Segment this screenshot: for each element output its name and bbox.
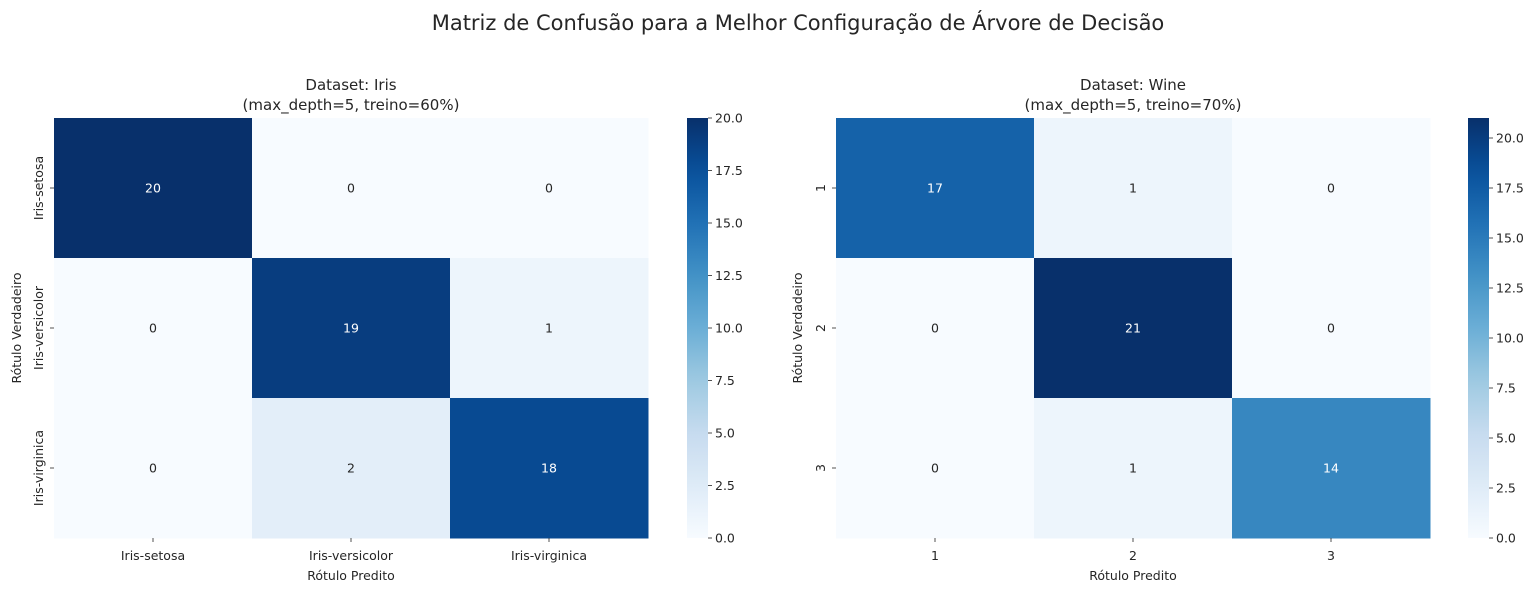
heatmap-cell — [1034, 398, 1233, 539]
colorbar-tick-label: 12.5 — [715, 268, 743, 283]
heatmap-cell — [54, 398, 253, 539]
y-tick-label: 3 — [813, 464, 828, 472]
colorbar-ticks: 0.0 2.5 5.0 7.5 10.0 12.5 15.0 17.5 20.0 — [1489, 131, 1524, 546]
colorbar-tick-label: 10.0 — [1496, 331, 1524, 346]
x-axis-label: Rótulo Predito — [1089, 568, 1177, 583]
colorbar-tick-label: 7.5 — [715, 373, 735, 388]
y-axis-label: Rótulo Verdadeiro — [9, 272, 24, 383]
heatmap-cell — [252, 258, 451, 399]
cell-value-label: 20 — [145, 181, 161, 196]
cell-value-label: 21 — [1125, 321, 1141, 336]
colorbar-tick-label: 15.0 — [715, 216, 743, 231]
chart-title-line2: (max_depth=5, treino=70%) — [1025, 96, 1242, 115]
colorbar-tick-label: 5.0 — [715, 426, 735, 441]
x-tick-labels: Iris-setosa Iris-versicolor Iris-virginica — [121, 538, 587, 563]
cell-value-label: 0 — [149, 321, 157, 336]
y-tick-label: Iris-virginica — [31, 430, 46, 506]
heatmap-cell — [252, 118, 451, 259]
chart-title-line2: (max_depth=5, treino=60%) — [243, 96, 460, 115]
x-tick-label: 2 — [1129, 548, 1137, 563]
heatmap-cell — [1232, 398, 1431, 539]
cell-value-label: 18 — [541, 461, 557, 476]
colorbar: 0.0 2.5 5.0 7.5 10.0 12.5 15.0 17.5 20.0 — [687, 111, 743, 546]
heatmap-cell — [836, 398, 1035, 539]
heatmap-cell — [54, 258, 253, 399]
cell-value-label: 0 — [347, 181, 355, 196]
cell-value-label: 0 — [931, 321, 939, 336]
colorbar-tick-label: 2.5 — [715, 478, 735, 493]
cell-value-label: 0 — [149, 461, 157, 476]
cell-value-label: 1 — [1129, 461, 1137, 476]
cell-value-label: 0 — [545, 181, 553, 196]
heatmap-cell — [1232, 258, 1431, 399]
colorbar-ticks: 0.0 2.5 5.0 7.5 10.0 12.5 15.0 17.5 20.0 — [708, 111, 743, 546]
heatmap-cell — [836, 118, 1035, 259]
colorbar-tick-label: 20.0 — [1496, 131, 1524, 146]
colorbar-tick-label: 7.5 — [1496, 381, 1516, 396]
heatmap-panel-wine: Dataset: Wine (max_depth=5, treino=70%) … — [790, 76, 1524, 583]
y-tick-label: Iris-versicolor — [31, 285, 46, 370]
cell-value-label: 17 — [927, 181, 943, 196]
x-tick-label: Iris-versicolor — [309, 548, 394, 563]
cell-value-label: 1 — [1129, 181, 1137, 196]
chart-title-line1: Dataset: Wine — [1080, 76, 1186, 94]
heatmap-cell — [54, 118, 253, 259]
figure-title: Matriz de Confusão para a Melhor Configu… — [432, 10, 1165, 35]
heatmap-cell — [252, 398, 451, 539]
x-axis-label: Rótulo Predito — [307, 568, 395, 583]
x-tick-label: 1 — [931, 548, 939, 563]
y-tick-label: 1 — [813, 184, 828, 192]
chart-title-line1: Dataset: Iris — [305, 76, 396, 94]
colorbar-tick-label: 12.5 — [1496, 281, 1524, 296]
colorbar-tick-label: 15.0 — [1496, 231, 1524, 246]
cell-value-label: 2 — [347, 461, 355, 476]
colorbar-gradient — [1468, 118, 1489, 538]
heatmap-panel-iris: Dataset: Iris (max_depth=5, treino=60%) … — [9, 76, 743, 583]
y-tick-labels: 1 2 3 — [813, 184, 836, 472]
x-tick-label: Iris-setosa — [121, 548, 185, 563]
cell-value-label: 14 — [1323, 461, 1339, 476]
colorbar-tick-label: 17.5 — [715, 163, 743, 178]
x-tick-label: Iris-virginica — [511, 548, 587, 563]
colorbar: 0.0 2.5 5.0 7.5 10.0 12.5 15.0 17.5 20.0 — [1468, 118, 1524, 546]
cell-value-label: 0 — [1327, 321, 1335, 336]
colorbar-gradient — [687, 118, 708, 538]
heatmap-cell — [450, 258, 649, 399]
y-tick-label: 2 — [813, 324, 828, 332]
y-tick-labels: Iris-setosa Iris-versicolor Iris-virginica — [31, 156, 54, 506]
colorbar-tick-label: 20.0 — [715, 111, 743, 126]
cell-value-label: 0 — [931, 461, 939, 476]
y-axis-label: Rótulo Verdadeiro — [790, 272, 805, 383]
heatmap-cell — [1232, 118, 1431, 259]
colorbar-tick-label: 0.0 — [1496, 531, 1516, 546]
heatmap-cells: 20 0 0 0 19 1 0 2 18 — [54, 118, 649, 539]
heatmap-cell — [1034, 118, 1233, 259]
heatmap-cell — [450, 118, 649, 259]
y-tick-label: Iris-setosa — [31, 156, 46, 220]
colorbar-tick-label: 2.5 — [1496, 481, 1516, 496]
colorbar-tick-label: 10.0 — [715, 321, 743, 336]
heatmap-cell — [836, 258, 1035, 399]
colorbar-tick-label: 5.0 — [1496, 431, 1516, 446]
heatmap-cell — [1034, 258, 1233, 399]
heatmap-cell — [450, 398, 649, 539]
colorbar-tick-label: 0.0 — [715, 531, 735, 546]
cell-value-label: 0 — [1327, 181, 1335, 196]
cell-value-label: 1 — [545, 321, 553, 336]
heatmap-cells: 17 1 0 0 21 0 0 1 14 — [836, 118, 1431, 539]
cell-value-label: 19 — [343, 321, 359, 336]
x-tick-label: 3 — [1327, 548, 1335, 563]
colorbar-tick-label: 17.5 — [1496, 181, 1524, 196]
x-tick-labels: 1 2 3 — [931, 538, 1335, 563]
